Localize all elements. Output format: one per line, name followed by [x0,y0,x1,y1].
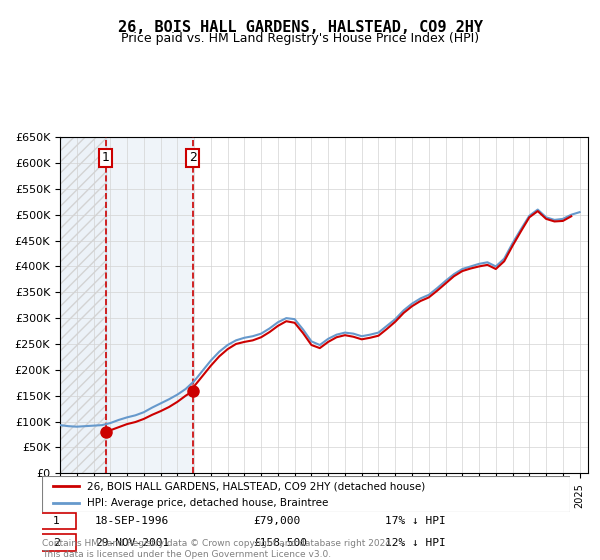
Text: 2: 2 [188,151,197,165]
Text: 2: 2 [53,538,60,548]
Bar [60,137,106,473]
Text: 29-NOV-2001: 29-NOV-2001 [95,538,169,548]
Text: 17% ↓ HPI: 17% ↓ HPI [385,516,446,526]
Text: 1: 1 [101,151,110,165]
Text: HPI: Average price, detached house, Braintree: HPI: Average price, detached house, Brai… [87,498,328,508]
Text: Price paid vs. HM Land Registry's House Price Index (HPI): Price paid vs. HM Land Registry's House … [121,32,479,45]
FancyBboxPatch shape [37,534,76,551]
Text: 18-SEP-1996: 18-SEP-1996 [95,516,169,526]
Text: 26, BOIS HALL GARDENS, HALSTEAD, CO9 2HY: 26, BOIS HALL GARDENS, HALSTEAD, CO9 2HY [118,20,482,35]
Text: £158,500: £158,500 [253,538,307,548]
Bar [106,137,193,473]
Text: 1: 1 [53,516,60,526]
Text: 12% ↓ HPI: 12% ↓ HPI [385,538,446,548]
Bar [60,137,106,473]
FancyBboxPatch shape [42,476,570,512]
Text: £79,000: £79,000 [253,516,301,526]
Text: 26, BOIS HALL GARDENS, HALSTEAD, CO9 2HY (detached house): 26, BOIS HALL GARDENS, HALSTEAD, CO9 2HY… [87,481,425,491]
Text: Contains HM Land Registry data © Crown copyright and database right 2024.
This d: Contains HM Land Registry data © Crown c… [42,539,394,559]
FancyBboxPatch shape [37,512,76,529]
